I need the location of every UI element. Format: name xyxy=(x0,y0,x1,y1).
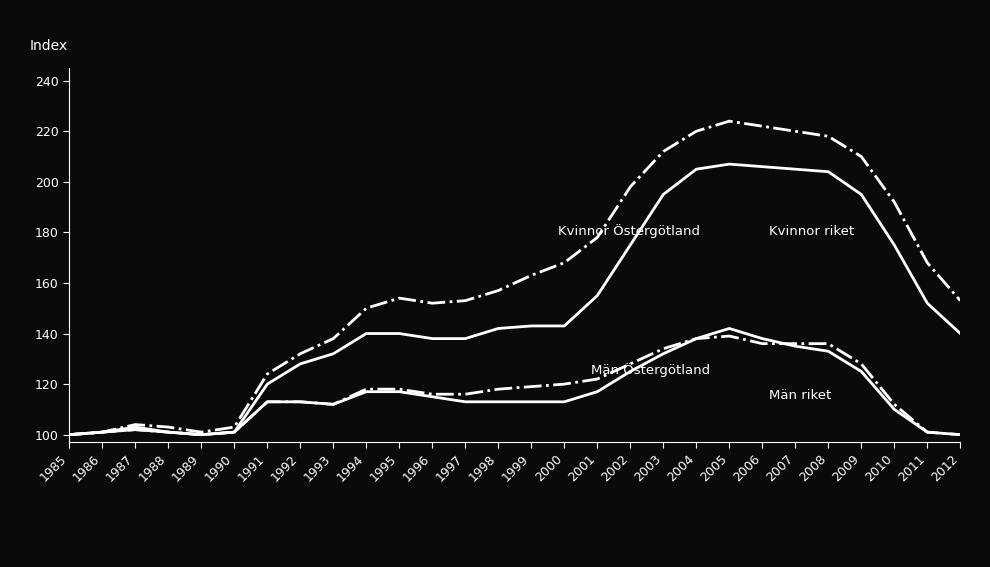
Text: Kvinnor Östergötland: Kvinnor Östergötland xyxy=(557,224,700,238)
Text: Män riket: Män riket xyxy=(769,390,832,402)
Text: Kvinnor riket: Kvinnor riket xyxy=(769,225,854,238)
Text: Index: Index xyxy=(30,39,67,53)
Text: Män Östergötland: Män Östergötland xyxy=(591,363,710,377)
